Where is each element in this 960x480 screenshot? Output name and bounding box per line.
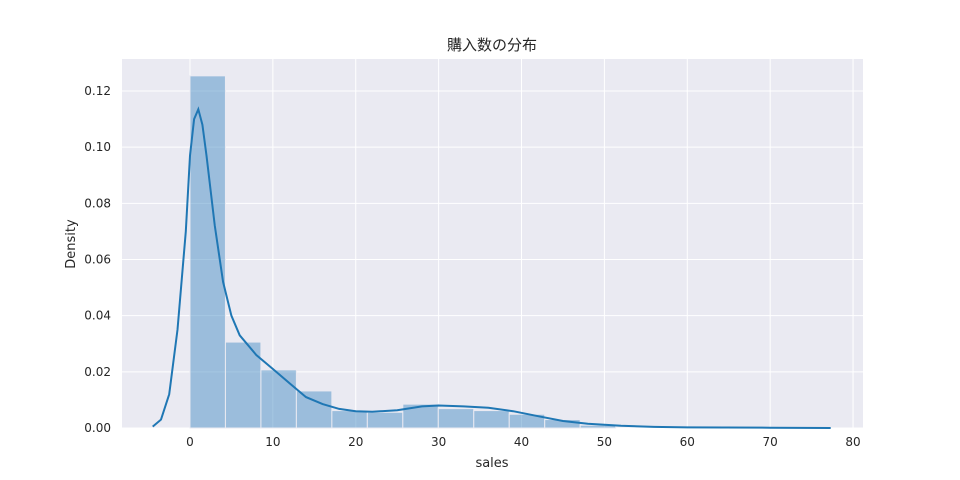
x-tick-label: 50 [597, 435, 612, 449]
histogram-bar [366, 411, 404, 429]
y-tick-label: 0.10 [84, 140, 111, 154]
histogram-bar [224, 341, 262, 429]
y-axis: 0.00 0.02 0.04 0.06 0.08 0.10 0.12 [84, 84, 111, 435]
histogram-bar [331, 410, 368, 429]
y-tick-label: 0.12 [84, 84, 111, 98]
x-tick-label: 40 [514, 435, 529, 449]
x-tick-label: 80 [845, 435, 860, 449]
x-tick-label: 30 [431, 435, 446, 449]
kde-line [152, 106, 831, 429]
x-axis: 0 10 20 30 40 50 60 70 80 [186, 435, 861, 449]
histogram-bar [437, 408, 475, 429]
histogram-bar [260, 369, 297, 429]
y-tick-label: 0.08 [84, 196, 111, 210]
y-tick-label: 0.02 [84, 365, 111, 379]
histogram-bar [189, 75, 226, 429]
x-tick-label: 10 [265, 435, 280, 449]
x-tick-label: 70 [763, 435, 778, 449]
y-tick-label: 0.06 [84, 253, 111, 267]
y-axis-label: Density [64, 219, 79, 269]
histogram-bar [473, 410, 510, 429]
chart-title: 購入数の分布 [447, 36, 537, 54]
x-tick-label: 20 [348, 435, 363, 449]
histogram-bar [295, 390, 333, 429]
y-tick-label: 0.04 [84, 309, 111, 323]
x-tick-label: 60 [680, 435, 695, 449]
x-axis-label: sales [475, 456, 508, 471]
x-tick-label: 0 [186, 435, 194, 449]
y-tick-label: 0.00 [84, 421, 111, 435]
